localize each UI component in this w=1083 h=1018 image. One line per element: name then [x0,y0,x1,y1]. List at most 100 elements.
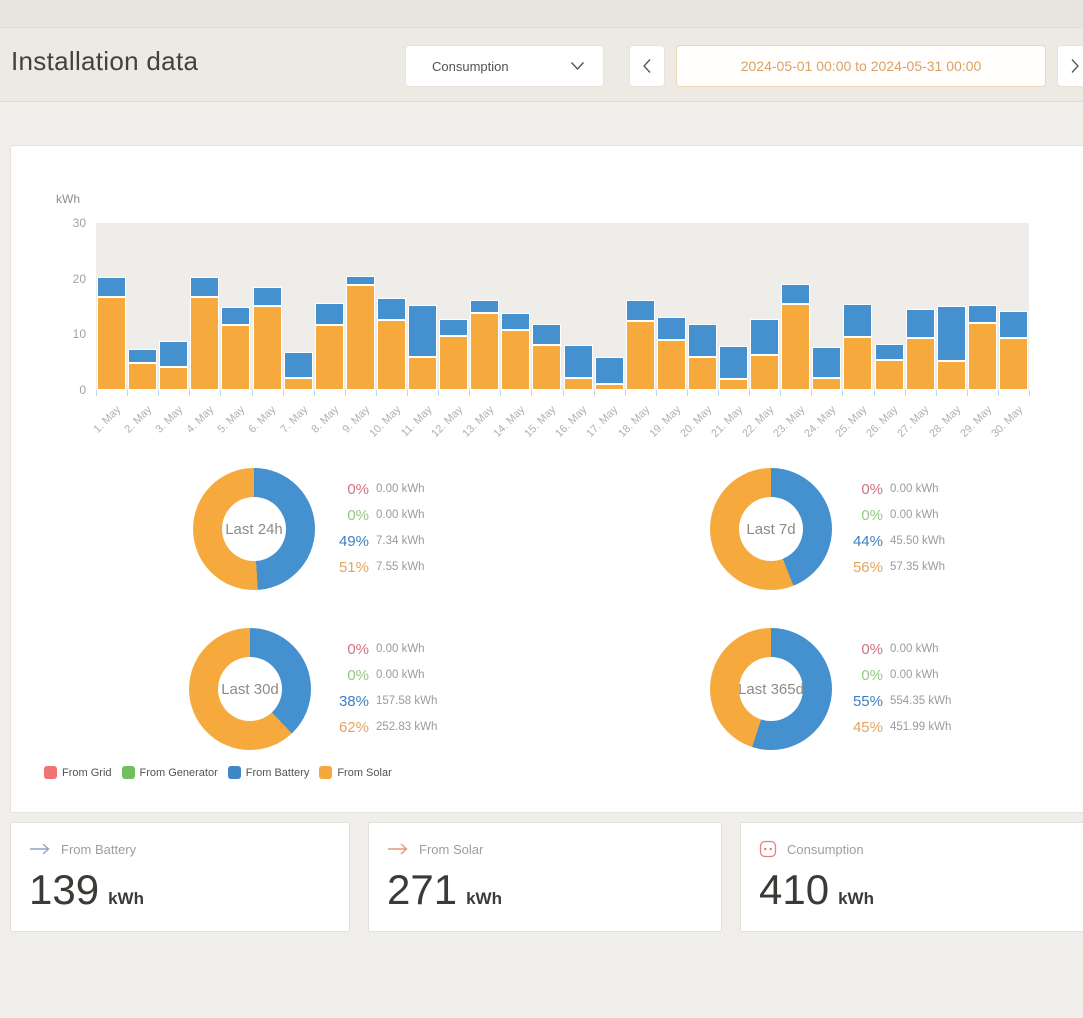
card-label: From Battery [61,841,137,857]
chevron-right-icon [1071,59,1079,73]
metric-select[interactable]: Consumption [405,45,604,87]
card-label: From Solar [419,841,484,857]
stat-value: 157.58 kWh [376,695,438,707]
bar-17-may[interactable] [594,357,624,390]
x-axis-label: 28. May [926,403,963,440]
date-range-input[interactable]: 2024-05-01 00:00 to 2024-05-31 00:00 [676,45,1046,87]
bar-16-may[interactable] [563,345,593,390]
bar-25-may[interactable] [843,304,873,390]
legend-item-from-solar[interactable]: From Solar [319,766,392,779]
donut-last-7d[interactable]: Last 7d [710,468,832,590]
bar-23-may[interactable] [781,284,811,390]
y-axis-tick-label: 30 [72,216,86,230]
bar-9-may[interactable] [345,276,375,390]
stat-row-from-grid: 0% 0.00 kWh [333,476,424,502]
card-label: Consumption [787,841,864,857]
card-from-battery: From Battery 139 kWh [10,822,350,932]
bar-19-may[interactable] [656,317,686,390]
outlet-icon [759,840,777,858]
legend-item-from-generator[interactable]: From Generator [121,766,218,779]
bar-27-may[interactable] [905,309,935,390]
bar-segment-solar [781,304,811,390]
bar-segment-battery [314,303,344,325]
bar-3-may[interactable] [159,341,189,390]
bar-1-may[interactable] [97,277,126,390]
x-axis-tick [282,390,284,396]
stat-value: 252.83 kWh [376,721,438,733]
legend-item-from-battery[interactable]: From Battery [227,766,309,779]
stat-value: 57.35 kWh [890,561,945,573]
bar-11-may[interactable] [408,305,437,390]
bar-22-may[interactable] [750,319,780,390]
y-axis-tick-label: 10 [72,327,86,342]
bar-29-may[interactable] [967,305,997,390]
bar-21-may[interactable] [719,346,748,390]
bar-segment-battery [128,349,158,363]
x-axis-tick [220,390,222,396]
stat-row-from-battery: 55% 554.35 kWh [847,688,951,714]
arrow-right-icon [30,843,50,855]
card-from-solar: From Solar 271 kWh [368,822,722,932]
x-axis-tick [718,390,719,396]
bar-segment-solar [252,306,282,390]
metric-select-value: Consumption [432,58,509,74]
bar-13-may[interactable] [470,300,500,390]
donut-last-24h[interactable]: Last 24h [193,468,315,590]
stat-row-from-generator: 0% 0.00 kWh [847,662,951,688]
donut-last-30d[interactable]: Last 30d [189,628,311,750]
bar-segment-battery [625,300,655,321]
bar-6-may[interactable] [252,287,282,390]
stat-value: 0.00 kWh [376,509,425,521]
bar-segment-solar [656,340,686,390]
bar-segment-battery [252,287,282,306]
bar-segment-solar [408,357,437,390]
x-axis-label: 4. May [184,403,217,436]
donut-center-label: Last 24h [222,497,286,561]
stat-row-from-solar: 45% 451.99 kWh [847,714,951,740]
donut-stats: 0% 0.00 kWh 0% 0.00 kWh 38% 157.58 kWh 62% 252.… [333,636,437,740]
bar-segment-battery [905,309,935,338]
bar-12-may[interactable] [439,319,469,390]
bar-segment-battery [656,317,686,340]
prev-period-button[interactable] [629,45,665,87]
bar-8-may[interactable] [314,303,344,390]
bar-10-may[interactable] [376,298,406,390]
bar-segment-solar [563,378,593,390]
stat-value: 0.00 kWh [376,669,425,681]
x-axis-label: 29. May [957,403,995,440]
x-axis-tick [997,390,999,396]
stat-row-from-grid: 0% 0.00 kWh [333,636,437,662]
bar-20-may[interactable] [687,324,717,390]
stat-value: 7.55 kWh [376,561,425,573]
bar-4-may[interactable] [190,277,220,390]
bar-26-may[interactable] [874,344,904,390]
x-axis-tick [873,390,875,396]
card-value: 139 [29,866,100,913]
bar-segment-battery [345,276,375,285]
bar-segment-battery [594,357,624,384]
bar-segment-solar [594,384,624,390]
x-axis-label: 26. May [864,403,901,440]
bar-24-may[interactable] [812,347,842,390]
bar-30-may[interactable] [998,311,1028,390]
next-period-button[interactable] [1057,45,1083,87]
bar-18-may[interactable] [625,300,655,390]
bar-5-may[interactable] [221,307,251,390]
bar-segment-battery [376,298,406,320]
x-axis-tick [96,390,97,396]
donut-stats: 0% 0.00 kWh 0% 0.00 kWh 55% 554.35 kWh 45% 451.… [847,636,951,740]
x-axis-tick [935,390,937,396]
stat-row-from-solar: 62% 252.83 kWh [333,714,437,740]
donut-stats: 0% 0.00 kWh 0% 0.00 kWh 49% 7.34 kWh 51% 7.55 k… [333,476,425,580]
bar-14-may[interactable] [501,313,531,390]
bar-segment-battery [843,304,873,337]
legend-item-from-grid[interactable]: From Grid [44,766,112,779]
bar-28-may[interactable] [936,306,966,390]
stat-percent: 0% [347,480,369,498]
bar-15-may[interactable] [532,324,562,390]
donut-center-label: Last 30d [218,657,282,721]
bar-7-may[interactable] [283,352,313,390]
bar-2-may[interactable] [128,349,158,390]
donut-last-365d[interactable]: Last 365d [710,628,832,750]
x-axis-tick [500,390,502,396]
